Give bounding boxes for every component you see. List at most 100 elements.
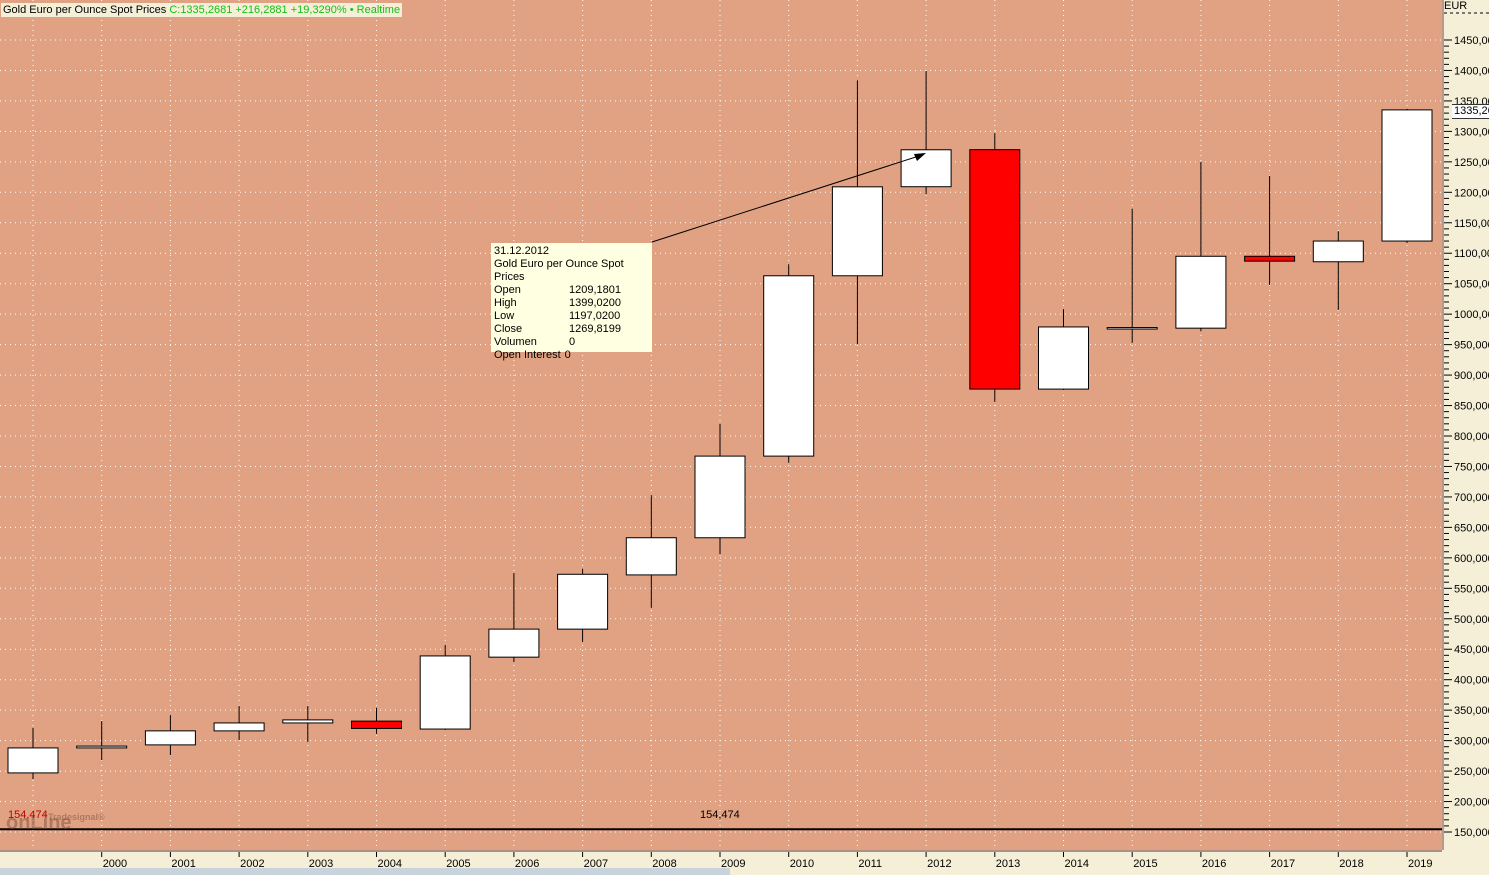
tooltip-arrow-head xyxy=(914,153,926,161)
time-tick-label: 2012 xyxy=(927,858,951,870)
bottom-scroll-strip[interactable] xyxy=(0,868,1489,875)
tradesignal-logo: onLine Tradesignal® xyxy=(6,812,105,834)
price-axis[interactable]: 1450,0001400,0001350,0001300,0001250,000… xyxy=(1442,0,1489,850)
tooltip-value: 1399,0200 xyxy=(569,297,621,309)
tooltip-key: Close xyxy=(494,323,523,335)
time-tick-label: 2018 xyxy=(1339,858,1363,870)
price-tick-label: 350,000 xyxy=(1454,705,1489,717)
candle-body xyxy=(625,537,677,576)
instrument-name: Gold Euro per Ounce Spot Prices xyxy=(3,4,167,16)
time-tick-label: 2010 xyxy=(790,858,814,870)
candle-body xyxy=(763,275,815,457)
tooltip-value: 1197,0200 xyxy=(569,310,621,322)
price-tick-label: 800,000 xyxy=(1454,431,1489,443)
candle-body xyxy=(76,745,128,749)
time-tick-label: 2011 xyxy=(858,858,882,870)
candle-body xyxy=(488,628,540,658)
price-tick-label: 1050,000 xyxy=(1454,279,1489,291)
tooltip-key: High xyxy=(494,297,517,309)
candle-body xyxy=(419,655,471,730)
time-tick-label: 2005 xyxy=(446,858,470,870)
price-tick-label: 1450,000 xyxy=(1454,35,1489,47)
tooltip-row: High 1399,0200 xyxy=(494,297,649,310)
candle-body xyxy=(1244,255,1296,262)
reference-line-left-label: 154,474 xyxy=(8,809,48,821)
quote-text: C:1335,2681 +216,2881 +19,3290% xyxy=(169,4,347,16)
candlestick-chart xyxy=(0,0,1442,850)
candle-body xyxy=(1381,109,1433,242)
price-tick-label: 1300,000 xyxy=(1454,126,1489,138)
tooltip-value: 1209,1801 xyxy=(569,284,621,296)
price-tick-label: 500,000 xyxy=(1454,614,1489,626)
price-tick-label: 200,000 xyxy=(1454,797,1489,809)
tooltip-key: Open Interest xyxy=(494,349,561,361)
price-tick-label: 250,000 xyxy=(1454,766,1489,778)
tooltip-key: Low xyxy=(494,310,515,322)
tooltip-value: 1269,8199 xyxy=(569,323,621,335)
candle-body xyxy=(351,720,402,729)
price-tick-label: 850,000 xyxy=(1454,401,1489,413)
price-tick-label: 1400,000 xyxy=(1454,65,1489,77)
chart-plot-area[interactable]: onLine Tradesignal® 154,474 154,474 Gold … xyxy=(0,0,1442,850)
candle-body xyxy=(1175,255,1227,329)
time-tick-label: 2016 xyxy=(1202,858,1226,870)
price-tick-label: 900,000 xyxy=(1454,370,1489,382)
time-tick-label: 2002 xyxy=(240,858,264,870)
tooltip-row: Low 1197,0200 xyxy=(494,310,649,323)
time-tick-label: 2001 xyxy=(171,858,195,870)
price-tick-label: 700,000 xyxy=(1454,492,1489,504)
price-tick-label: 600,000 xyxy=(1454,553,1489,565)
candle-body xyxy=(282,719,334,724)
price-axis-ticks: 1450,0001400,0001350,0001300,0001250,000… xyxy=(1444,12,1489,839)
chart-title-bar: Gold Euro per Ounce Spot Prices C:1335,2… xyxy=(1,3,403,17)
tooltip-arrow-line xyxy=(651,154,923,243)
reference-line-label: 154,474 xyxy=(700,809,740,821)
time-tick-label: 2007 xyxy=(584,858,608,870)
tooltip-key: Open xyxy=(494,284,521,296)
time-tick-label: 2014 xyxy=(1065,858,1089,870)
tooltip-value: 0 xyxy=(569,336,576,348)
candle-body xyxy=(1038,326,1089,390)
candle-body xyxy=(1106,327,1158,330)
time-tick-label: 2019 xyxy=(1408,858,1432,870)
realtime-status: • Realtime xyxy=(349,4,401,16)
candle-body xyxy=(1312,240,1364,263)
time-tick-label: 2009 xyxy=(721,858,745,870)
price-tick-label: 1200,000 xyxy=(1454,187,1489,199)
tooltip-value: 0 xyxy=(564,349,571,361)
candle-body xyxy=(557,573,609,630)
candle-body xyxy=(7,747,59,774)
candle-body xyxy=(831,186,883,277)
currency-label: EUR xyxy=(1444,0,1468,12)
price-tick-label: 1150,000 xyxy=(1454,218,1489,230)
time-tick-label: 2004 xyxy=(378,858,402,870)
tooltip-row: Volumen 0 xyxy=(494,336,649,349)
price-tick-label: 750,000 xyxy=(1454,461,1489,473)
time-tick-label: 2003 xyxy=(309,858,333,870)
time-axis[interactable]: 2000 2001 2002 2003 2004 2005 2006 2007 2008 2009… xyxy=(0,850,1442,870)
time-tick-label: 2008 xyxy=(652,858,676,870)
tooltip-row: Open 1209,1801 xyxy=(494,284,649,297)
time-tick-label: 2015 xyxy=(1133,858,1157,870)
price-tick-label: 300,000 xyxy=(1454,736,1489,748)
price-tick-label: 1250,000 xyxy=(1454,157,1489,169)
price-tick-label: 650,000 xyxy=(1454,522,1489,534)
time-tick-label: 2000 xyxy=(103,858,127,870)
candle-body xyxy=(144,730,196,746)
price-tick-label: 950,000 xyxy=(1454,340,1489,352)
time-tick-label: 2017 xyxy=(1271,858,1295,870)
tooltip-row: Close 1269,8199 xyxy=(494,323,649,336)
tooltip-key: Volumen xyxy=(494,336,537,348)
price-tick-label: 150,000 xyxy=(1454,827,1489,839)
candle-tooltip: 31.12.2012 Gold Euro per Ounce Spot Pric… xyxy=(491,243,652,361)
price-tick-label: 1000,000 xyxy=(1454,309,1489,321)
time-axis-ticks: 2000 2001 2002 2003 2004 2005 2006 2007 2008 2009… xyxy=(101,852,1432,870)
candle-body xyxy=(213,722,265,732)
price-tick-label: 400,000 xyxy=(1454,675,1489,687)
candle-body xyxy=(694,455,746,539)
last-price-tag: 1335,268 xyxy=(1452,104,1489,119)
time-tick-label: 2006 xyxy=(515,858,539,870)
time-tick-label: 2013 xyxy=(996,858,1020,870)
price-tick-label: 550,000 xyxy=(1454,583,1489,595)
candle-body xyxy=(900,149,952,188)
